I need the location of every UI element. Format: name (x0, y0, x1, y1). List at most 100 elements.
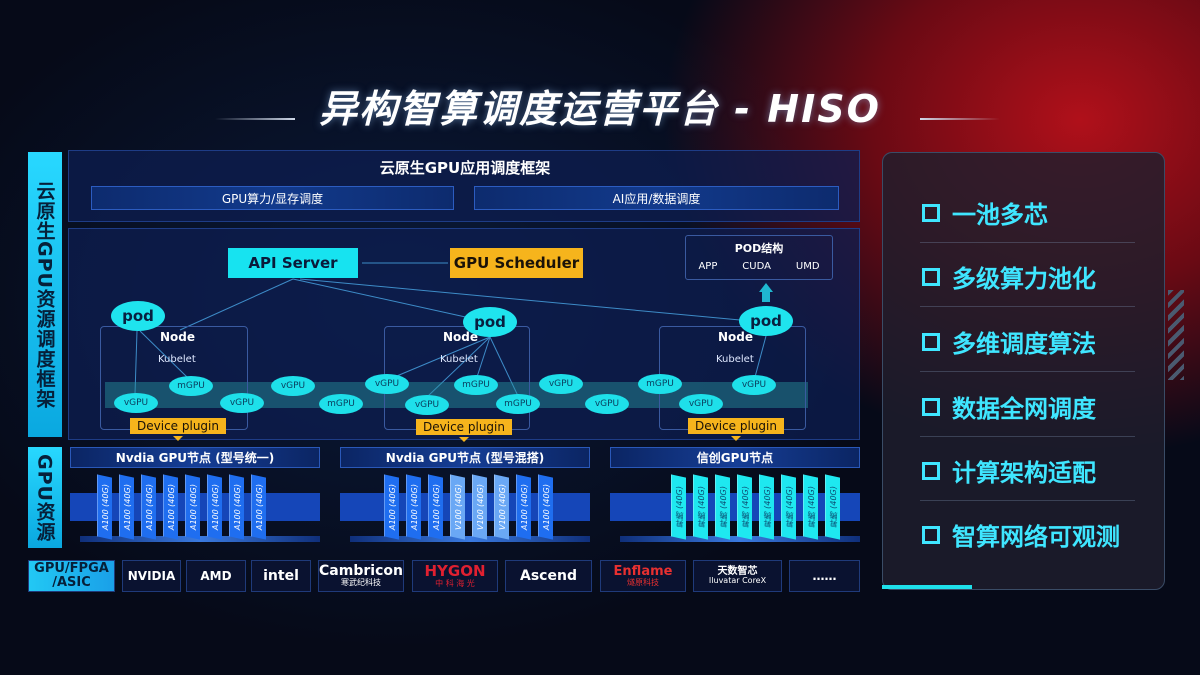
vendor-logo-text: …… (812, 568, 837, 583)
panel-accent-line (882, 585, 972, 589)
feature-divider (920, 436, 1135, 437)
pod-structure-title: POD结构 (734, 242, 784, 255)
feature-label: 多维调度算法 (952, 330, 1096, 358)
gpu-card-label: 昇腾 (40G) (806, 485, 816, 529)
mgpu-unit: mGPU (169, 376, 213, 396)
vendor-logo-text: 燧原科技 (627, 577, 659, 587)
checkbox-square-icon (922, 525, 940, 544)
pod-node: pod (111, 301, 165, 331)
title-decoration-left (215, 118, 295, 120)
gpu-card: 昇腾 (40G) (693, 474, 708, 540)
gpu-card-label: V100 (40G) (453, 483, 463, 532)
gpu-card: A100 (40G) (229, 474, 244, 540)
gpu-card-label: A100 (40G) (409, 483, 419, 532)
api-pod2-link (292, 278, 471, 319)
vendor-category-line: /ASIC (52, 575, 91, 590)
pod-node: pod (739, 306, 793, 336)
feature-item: 计算架构适配 (922, 453, 1096, 488)
page-title: 异构智算调度运营平台 - HISO (319, 87, 881, 131)
gpu-card-label: A100 (40G) (541, 483, 551, 532)
gpu-card: 昇腾 (40G) (803, 474, 818, 540)
feature-item: 一池多芯 (922, 195, 1048, 230)
device-plugin-label: Device plugin (688, 418, 784, 441)
vendor-logo-text: 天数智芯 (717, 565, 758, 577)
gpu-card-label: 昇腾 (40G) (828, 485, 838, 529)
checkbox-square-icon (922, 397, 940, 416)
gpu-card: A100 (40G) (185, 474, 200, 540)
gpu-card: A100 (40G) (141, 474, 156, 540)
vgpu-unit: vGPU (405, 395, 449, 415)
vendor-logo: HYGON 中 科 海 光 (412, 560, 498, 592)
gpu-scheduling-bar: GPU算力/显存调度 (91, 186, 454, 210)
app-framework-title: 云原生GPU应用调度框架 (379, 159, 551, 177)
checkbox-square-icon (922, 461, 940, 480)
node-label: Node (443, 330, 479, 344)
vgpu-unit: vGPU (539, 374, 583, 394)
panel-decoration-stripes (1168, 290, 1184, 380)
gpu-card-label: A100 (40G) (431, 483, 441, 532)
pod-node: pod (463, 307, 517, 337)
gpu-node-band (610, 493, 860, 521)
checkbox-square-icon (922, 203, 940, 222)
mgpu-unit: mGPU (454, 375, 498, 395)
vendor-logo-text: NVIDIA (127, 568, 176, 583)
gpu-card: A100 (40G) (251, 474, 266, 540)
app-framework-panel: 云原生GPU应用调度框架 GPU算力/显存调度 AI应用/数据调度 (68, 150, 860, 222)
feature-item: 多维调度算法 (922, 324, 1096, 359)
vendor-logo: intel (251, 560, 311, 592)
feature-divider (920, 306, 1135, 307)
vendor-logo-text: Ascend (520, 567, 577, 584)
vgpu-unit: vGPU (585, 394, 629, 414)
gpu-card: 昇腾 (40G) (737, 474, 752, 540)
vendor-category-line: GPU/FPGA (34, 561, 109, 577)
gpu-card: A100 (40G) (428, 474, 443, 540)
vendor-logo-text: AMD (200, 568, 232, 583)
api-node1-link (179, 278, 294, 331)
gpu-card-label: A100 (40G) (100, 483, 110, 532)
gpu-card: V100 (40G) (472, 474, 487, 540)
device-plugin-label: Device plugin (416, 419, 512, 442)
vendor-logo-text: 中 科 海 光 (435, 578, 475, 588)
gpu-card-label: 昇腾 (40G) (718, 485, 728, 529)
vendor-logo: Cambricon 寒武纪科技 (318, 560, 404, 592)
node-label: Node (718, 330, 754, 344)
mgpu-unit: mGPU (319, 394, 363, 414)
vgpu-unit: vGPU (679, 394, 723, 414)
pod-structure-box: POD结构 APP CUDA UMD (685, 235, 833, 280)
vgpu-unit: vGPU (271, 376, 315, 396)
feature-divider (920, 371, 1135, 372)
node-label: Node (160, 330, 196, 344)
kubelet-label: Kubelet (716, 354, 754, 365)
gpu-card-label: A100 (40G) (166, 483, 176, 532)
feature-divider (920, 500, 1135, 501)
kubelet-label: Kubelet (158, 354, 196, 365)
gpu-card-label: A100 (40G) (232, 483, 242, 532)
gpu-card: 昇腾 (40G) (781, 474, 796, 540)
vgpu-unit: vGPU (114, 393, 158, 413)
gpu-resources-side-label: GPU资源 (28, 447, 62, 548)
vendor-logo-text: HYGON (424, 561, 486, 580)
feature-label: 数据全网调度 (952, 395, 1096, 423)
feature-label: 智算网络可观测 (952, 523, 1120, 551)
gpu-card-label: A100 (40G) (387, 483, 397, 532)
gpu-card: A100 (40G) (538, 474, 553, 540)
vendor-logo: NVIDIA (122, 560, 181, 592)
gpu-card: A100 (40G) (406, 474, 421, 540)
pod-structure-item: CUDA (742, 261, 771, 272)
gpu-node-header: Nvdia GPU节点 (型号混搭) (340, 447, 590, 468)
gpu-scheduler-box: GPU Scheduler (450, 248, 583, 278)
vendor-logo-text: 寒武纪科技 (341, 578, 381, 588)
pod-structure-item: UMD (795, 261, 820, 272)
gpu-node-base (350, 536, 590, 542)
gpu-card: A100 (40G) (119, 474, 134, 540)
vendor-logo-text: Cambricon (319, 563, 403, 580)
gpu-card-label: A100 (40G) (144, 483, 154, 532)
features-panel (882, 152, 1165, 590)
vendor-logo-text: Enflame (613, 563, 673, 579)
feature-item: 多级算力池化 (922, 259, 1096, 294)
feature-divider (920, 242, 1135, 243)
gpu-card-label: A100 (40G) (210, 483, 220, 532)
vendor-logo-text: intel (263, 567, 299, 584)
gpu-card: 昇腾 (40G) (825, 474, 840, 540)
checkbox-square-icon (922, 267, 940, 286)
